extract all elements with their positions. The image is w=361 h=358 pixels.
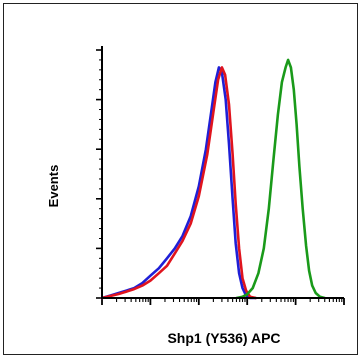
series-group	[100, 58, 326, 300]
series-red-line	[100, 66, 257, 300]
x-axis-label: Shp1 (Y536) APC	[167, 330, 280, 346]
plot-frame	[3, 3, 358, 355]
series-green-line	[235, 58, 326, 300]
x-axis-ticks	[101, 298, 345, 305]
series-blue-line	[100, 66, 257, 300]
y-axis-label: Events	[46, 165, 61, 208]
